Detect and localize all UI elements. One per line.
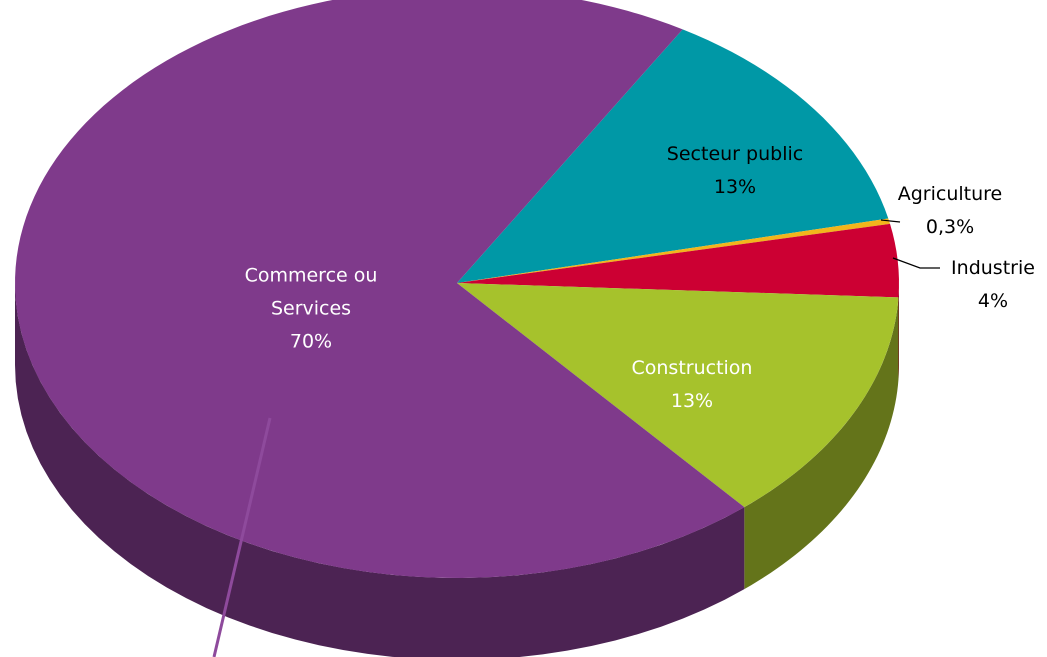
value-label: 0,3%: [925, 216, 975, 238]
data-label: Construction 13%: [602, 352, 782, 418]
slice: [457, 223, 899, 298]
leader-line: [212, 417, 272, 657]
slice: [15, 0, 745, 578]
slice: [457, 29, 889, 283]
value-label: 13%: [713, 176, 757, 198]
slice-side: [898, 283, 899, 380]
slice-side: [744, 297, 899, 590]
category-label: Industrie: [951, 257, 1035, 279]
category-label: Agriculture: [897, 183, 1003, 205]
leader-line: [892, 257, 940, 269]
category-label: Secteur public: [666, 143, 804, 165]
data-label: Commerce ou Services 70%: [241, 260, 381, 359]
value-label: 4%: [977, 290, 1009, 312]
slice: [457, 283, 899, 508]
category-label: Commerce ou Services: [244, 264, 378, 320]
value-label: 13%: [670, 390, 714, 412]
slice: [457, 218, 891, 283]
slice-side: [15, 283, 745, 657]
category-label: Construction: [631, 357, 753, 379]
data-label: Industrie 4%: [933, 252, 1047, 318]
data-label: Secteur public 13%: [645, 138, 825, 204]
leader-line: [880, 219, 901, 223]
value-label: 70%: [289, 330, 333, 353]
data-label: Agriculture 0,3%: [880, 178, 1020, 244]
